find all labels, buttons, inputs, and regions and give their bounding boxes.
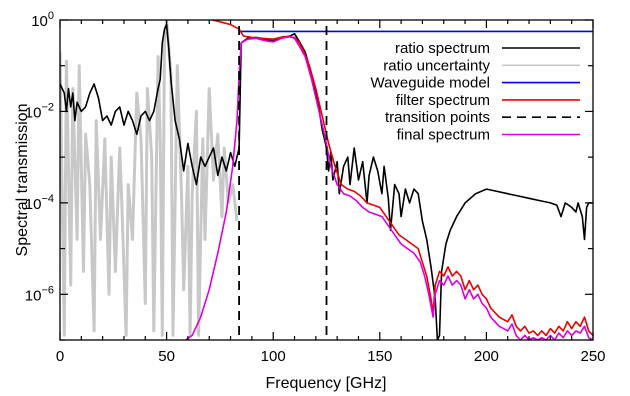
y-tick-label: 10−2: [25, 101, 54, 121]
transition-lines: [238, 26, 328, 340]
legend-label-transition-points: transition points: [385, 109, 490, 126]
y-axis-title: Spectral transmission: [14, 104, 31, 257]
legend-label-final-spectrum: final spectrum: [397, 127, 490, 144]
x-tick-label: 100: [261, 348, 286, 365]
x-tick-label: 150: [367, 348, 392, 365]
series-layer: [60, 20, 593, 340]
legend-label-waveguide-model: Waveguide model: [370, 75, 490, 92]
x-tick-label: 0: [56, 348, 64, 365]
x-tick-label: 50: [158, 348, 175, 365]
series-line-filter-spectrum: [209, 20, 593, 337]
legend-label-filter-spectrum: filter spectrum: [396, 92, 490, 109]
legend-label-ratio-uncertainty: ratio uncertainty: [383, 57, 490, 74]
series-line-ratio-uncertainty: [60, 20, 239, 337]
y-tick-label: 10−4: [25, 193, 54, 213]
axis-ticks: 0 50 100 150 200 250 100 10−2 10−4 10−6: [25, 10, 606, 365]
legend-label-ratio-spectrum: ratio spectrum: [395, 40, 490, 57]
x-tick-label: 200: [474, 348, 499, 365]
x-axis-title: Frequency [GHz]: [266, 375, 387, 392]
x-tick-label: 250: [580, 348, 605, 365]
y-tick-label: 10−6: [25, 284, 54, 304]
plot-frame: [59, 19, 594, 341]
y-tick-label: 100: [31, 10, 54, 30]
